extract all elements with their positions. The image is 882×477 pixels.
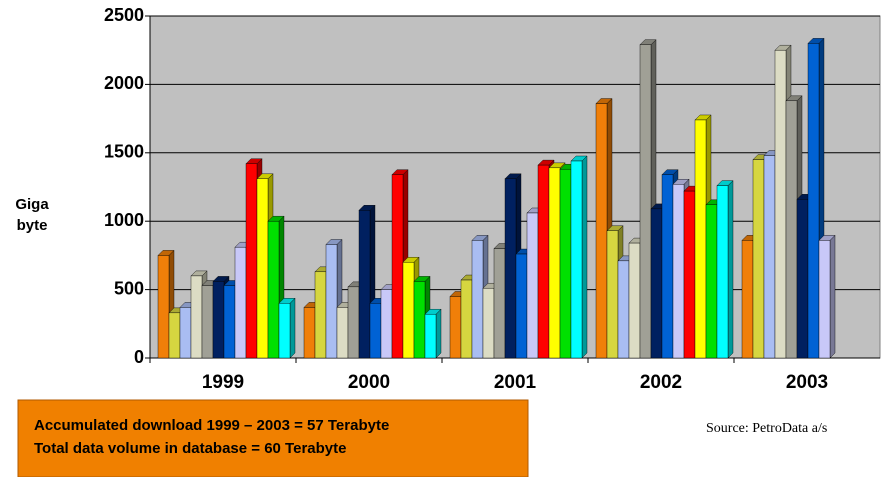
bar (818, 240, 831, 359)
x-tick-label: 2002 (640, 372, 682, 393)
bar (424, 314, 437, 359)
bar (201, 285, 214, 359)
bar (515, 253, 528, 359)
bar (391, 174, 404, 359)
bar (234, 246, 247, 359)
bar (245, 163, 258, 359)
bar (402, 262, 415, 359)
bar (705, 204, 718, 359)
bar (796, 199, 809, 359)
bar (672, 184, 685, 359)
bar (617, 260, 630, 359)
x-tick-label: 1999 (202, 372, 244, 393)
bar-side (829, 234, 836, 359)
bar (785, 100, 798, 359)
bar (369, 303, 382, 359)
bar (460, 279, 473, 359)
note-line: Total data volume in database = 60 Terab… (34, 440, 346, 457)
x-tick-label: 2000 (348, 372, 390, 393)
bar (358, 210, 371, 359)
bar (223, 285, 236, 359)
bar (471, 240, 484, 359)
x-tick-label: 2001 (494, 372, 537, 393)
bar (504, 178, 517, 359)
bar (559, 169, 572, 359)
y-tick-label: 1500 (104, 142, 144, 162)
bar (595, 103, 608, 359)
source: Source: PetroData a/s (706, 421, 827, 436)
bar (807, 43, 820, 359)
bar (413, 281, 426, 359)
x-tick-label: 2003 (786, 372, 828, 393)
bar (314, 271, 327, 359)
bar-side (727, 180, 734, 359)
bar (548, 167, 561, 359)
bar (380, 289, 393, 359)
y-tick-label: 2500 (104, 5, 144, 25)
bar (325, 244, 338, 359)
bar (347, 286, 360, 359)
bar (650, 208, 663, 359)
y-label: Giga (15, 196, 49, 213)
y-tick-label: 1000 (104, 210, 144, 230)
bar (639, 44, 652, 359)
bar (190, 275, 203, 359)
bar (449, 296, 462, 359)
bar (752, 159, 765, 359)
bar (168, 312, 181, 359)
bar (493, 248, 506, 359)
bar (716, 185, 729, 359)
note-line: Accumulated download 1999 – 2003 = 57 Te… (34, 417, 389, 434)
bar (303, 307, 316, 359)
bar (256, 178, 269, 359)
y-tick-label: 500 (114, 278, 144, 298)
y-tick-label: 2000 (104, 73, 144, 93)
bar (661, 174, 674, 359)
bar (157, 255, 170, 359)
bar (482, 288, 495, 359)
bar (741, 240, 754, 359)
bar (606, 230, 619, 359)
bar (694, 119, 707, 359)
bar (267, 220, 280, 359)
bar (278, 303, 291, 359)
bar-side (581, 155, 588, 359)
bar (526, 212, 539, 359)
bar (628, 242, 641, 359)
bar (336, 307, 349, 359)
bar (683, 190, 696, 359)
bar (212, 281, 225, 359)
y-tick-label: 0 (134, 347, 144, 367)
bar (179, 307, 192, 359)
bar-side (289, 297, 296, 359)
note-box (17, 399, 529, 477)
bar (537, 164, 550, 359)
bar (570, 160, 583, 359)
bar (763, 155, 776, 359)
bar (774, 50, 787, 359)
bar-side (435, 308, 442, 359)
y-label: byte (17, 217, 48, 234)
